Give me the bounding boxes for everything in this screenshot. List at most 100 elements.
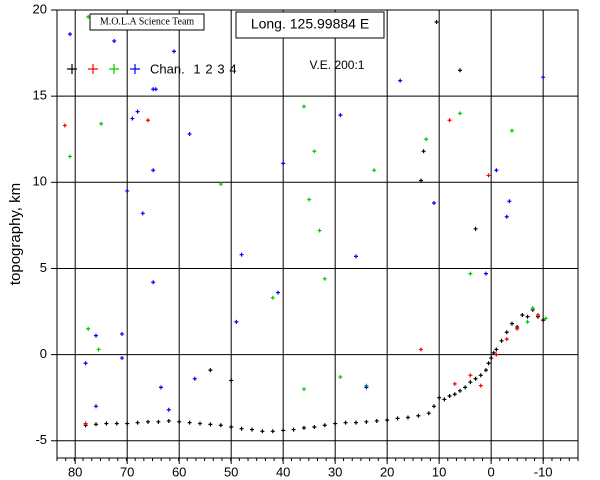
x-tick-label: 60 bbox=[172, 464, 186, 479]
point bbox=[218, 423, 223, 428]
point bbox=[434, 20, 439, 25]
point bbox=[473, 226, 478, 231]
point bbox=[437, 395, 442, 400]
point bbox=[171, 49, 176, 54]
point bbox=[93, 333, 98, 338]
point bbox=[364, 419, 369, 424]
point bbox=[343, 420, 348, 425]
point bbox=[158, 385, 163, 390]
point bbox=[478, 373, 483, 378]
point bbox=[509, 321, 514, 326]
y-tick-label: 10 bbox=[33, 174, 47, 189]
point bbox=[239, 426, 244, 431]
point bbox=[468, 271, 473, 276]
point bbox=[229, 424, 234, 429]
point bbox=[338, 375, 343, 380]
legend-label: 1 bbox=[193, 61, 200, 76]
point bbox=[301, 425, 306, 430]
x-tick-label: 80 bbox=[68, 464, 82, 479]
point bbox=[301, 387, 306, 392]
point bbox=[145, 419, 150, 424]
point bbox=[395, 416, 400, 421]
point bbox=[112, 39, 117, 44]
point bbox=[208, 422, 213, 427]
point bbox=[483, 271, 488, 276]
point bbox=[192, 376, 197, 381]
point bbox=[494, 352, 499, 357]
point bbox=[187, 132, 192, 137]
point bbox=[424, 137, 429, 142]
point bbox=[431, 200, 436, 205]
point bbox=[494, 347, 499, 352]
point bbox=[333, 421, 338, 426]
point bbox=[177, 419, 182, 424]
point bbox=[457, 388, 462, 393]
point bbox=[125, 421, 130, 426]
point bbox=[93, 404, 98, 409]
point bbox=[322, 276, 327, 281]
point bbox=[385, 418, 390, 423]
y-tick-label: 20 bbox=[33, 1, 47, 16]
point bbox=[338, 113, 343, 118]
x-tick-label: -10 bbox=[534, 464, 553, 479]
point bbox=[494, 168, 499, 173]
point bbox=[208, 368, 213, 373]
point bbox=[156, 419, 161, 424]
point bbox=[260, 429, 265, 434]
plot-frame bbox=[56, 9, 579, 459]
point bbox=[312, 149, 317, 154]
y-tick-label: 0 bbox=[40, 346, 47, 361]
point bbox=[541, 318, 546, 323]
point bbox=[353, 420, 358, 425]
legend-marker bbox=[130, 64, 140, 74]
point bbox=[307, 197, 312, 202]
legend-marker bbox=[67, 64, 77, 74]
point bbox=[312, 424, 317, 429]
point bbox=[353, 254, 358, 259]
point bbox=[520, 312, 525, 317]
point bbox=[452, 392, 457, 397]
y-tick-label: 5 bbox=[40, 260, 47, 275]
point bbox=[507, 199, 512, 204]
point bbox=[151, 168, 156, 173]
point bbox=[218, 182, 223, 187]
point bbox=[504, 214, 509, 219]
point bbox=[364, 385, 369, 390]
x-tick-label: 10 bbox=[432, 464, 446, 479]
y-axis-label: topography, km bbox=[7, 183, 24, 285]
point bbox=[153, 87, 158, 92]
point bbox=[543, 316, 548, 321]
point bbox=[398, 78, 403, 83]
point bbox=[372, 168, 377, 173]
point bbox=[83, 421, 88, 426]
point bbox=[486, 173, 491, 178]
point bbox=[96, 347, 101, 352]
y-tick-label: 15 bbox=[33, 88, 47, 103]
legend-label: 4 bbox=[229, 61, 236, 76]
point bbox=[504, 337, 509, 342]
point bbox=[405, 415, 410, 420]
point bbox=[67, 32, 72, 37]
point bbox=[166, 407, 171, 412]
x-tick-label: 50 bbox=[224, 464, 238, 479]
point bbox=[166, 418, 171, 423]
point bbox=[249, 427, 254, 432]
point bbox=[301, 104, 306, 109]
point bbox=[67, 154, 72, 159]
point bbox=[317, 228, 322, 233]
point bbox=[135, 420, 140, 425]
point bbox=[119, 356, 124, 361]
point bbox=[140, 211, 145, 216]
point bbox=[473, 376, 478, 381]
x-tick-label: 70 bbox=[120, 464, 134, 479]
point bbox=[491, 350, 496, 355]
point bbox=[535, 312, 540, 317]
point bbox=[457, 111, 462, 116]
annotation: Long. 125.99884 E bbox=[251, 16, 369, 32]
point bbox=[452, 381, 457, 386]
point bbox=[486, 361, 491, 366]
point bbox=[93, 422, 98, 427]
point bbox=[525, 314, 530, 319]
point bbox=[515, 326, 520, 331]
point bbox=[151, 280, 156, 285]
